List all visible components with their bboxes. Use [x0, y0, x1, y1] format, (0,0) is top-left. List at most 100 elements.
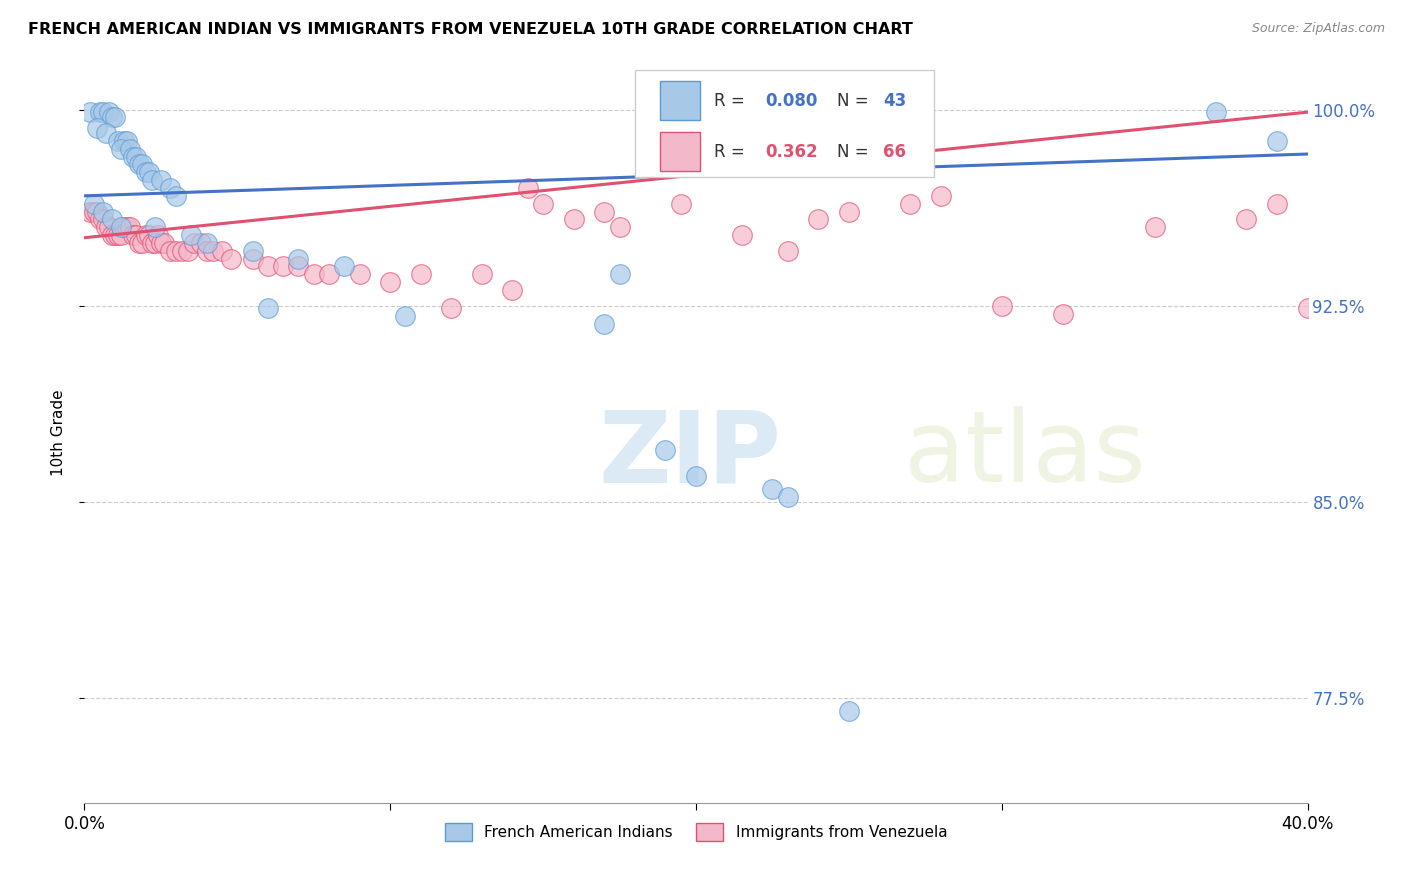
Point: [112, 134, 135, 148]
Text: atlas: atlas: [904, 407, 1146, 503]
Point: [593, 317, 616, 331]
Point: [110, 220, 132, 235]
Point: [138, 228, 160, 243]
Point: [929, 189, 952, 203]
Point: [97, 105, 120, 120]
Point: [838, 704, 860, 718]
Text: 0.080: 0.080: [766, 92, 818, 110]
Point: [1205, 105, 1227, 120]
Point: [516, 181, 538, 195]
Point: [287, 260, 309, 274]
Point: [807, 212, 830, 227]
Point: [143, 220, 166, 235]
Point: [128, 157, 150, 171]
Point: [131, 157, 153, 171]
Point: [115, 220, 138, 235]
Point: [135, 165, 157, 179]
Text: R =: R =: [714, 143, 751, 161]
Point: [1236, 212, 1258, 227]
Point: [211, 244, 233, 258]
Point: [302, 268, 325, 282]
Point: [94, 126, 117, 140]
Point: [761, 482, 783, 496]
Y-axis label: 10th Grade: 10th Grade: [51, 389, 66, 476]
Point: [107, 228, 129, 243]
Point: [91, 204, 114, 219]
Point: [83, 196, 105, 211]
Point: [172, 244, 194, 258]
Point: [122, 228, 145, 243]
Point: [131, 235, 153, 250]
Point: [141, 173, 163, 187]
Point: [101, 212, 124, 227]
Point: [107, 134, 129, 148]
Point: [89, 212, 111, 227]
Point: [146, 228, 169, 243]
Point: [101, 111, 124, 125]
Point: [97, 220, 120, 235]
Point: [838, 204, 860, 219]
Text: 66: 66: [883, 143, 905, 161]
FancyBboxPatch shape: [661, 81, 700, 120]
Point: [91, 212, 114, 227]
FancyBboxPatch shape: [636, 70, 935, 178]
Point: [195, 244, 218, 258]
Point: [380, 275, 402, 289]
Point: [115, 134, 138, 148]
Point: [219, 252, 242, 266]
Text: R =: R =: [714, 92, 751, 110]
Point: [149, 235, 172, 250]
Point: [86, 120, 108, 135]
Point: [898, 196, 921, 211]
Point: [91, 105, 114, 120]
Point: [138, 165, 160, 179]
Legend: French American Indians, Immigrants from Venezuela: French American Indians, Immigrants from…: [439, 817, 953, 847]
Point: [776, 490, 799, 504]
Point: [991, 299, 1014, 313]
Point: [183, 235, 205, 250]
Point: [195, 235, 218, 250]
Point: [128, 235, 150, 250]
Point: [201, 244, 224, 258]
Point: [609, 268, 631, 282]
Point: [1143, 220, 1166, 235]
Point: [333, 260, 356, 274]
Point: [654, 442, 676, 457]
Point: [125, 150, 148, 164]
Point: [287, 252, 309, 266]
Point: [593, 204, 616, 219]
Point: [257, 260, 280, 274]
Point: [125, 228, 148, 243]
Point: [776, 244, 799, 258]
Point: [531, 196, 554, 211]
Text: 0.362: 0.362: [766, 143, 818, 161]
Text: N =: N =: [837, 92, 873, 110]
Point: [86, 204, 108, 219]
Point: [79, 105, 101, 120]
Point: [242, 244, 264, 258]
Point: [180, 228, 202, 243]
Point: [89, 105, 111, 120]
Point: [94, 220, 117, 235]
Point: [502, 283, 524, 297]
Point: [110, 228, 132, 243]
Point: [609, 220, 631, 235]
Point: [153, 235, 176, 250]
Point: [409, 268, 432, 282]
Point: [141, 235, 163, 250]
Point: [120, 142, 142, 156]
Point: [110, 142, 132, 156]
Point: [242, 252, 264, 266]
FancyBboxPatch shape: [661, 132, 700, 170]
Point: [165, 189, 187, 203]
Point: [318, 268, 340, 282]
Point: [159, 181, 181, 195]
Point: [101, 228, 124, 243]
Point: [104, 111, 127, 125]
Point: [685, 468, 707, 483]
Point: [471, 268, 494, 282]
Point: [440, 301, 463, 316]
Point: [120, 220, 142, 235]
Point: [104, 228, 127, 243]
Point: [1265, 196, 1288, 211]
